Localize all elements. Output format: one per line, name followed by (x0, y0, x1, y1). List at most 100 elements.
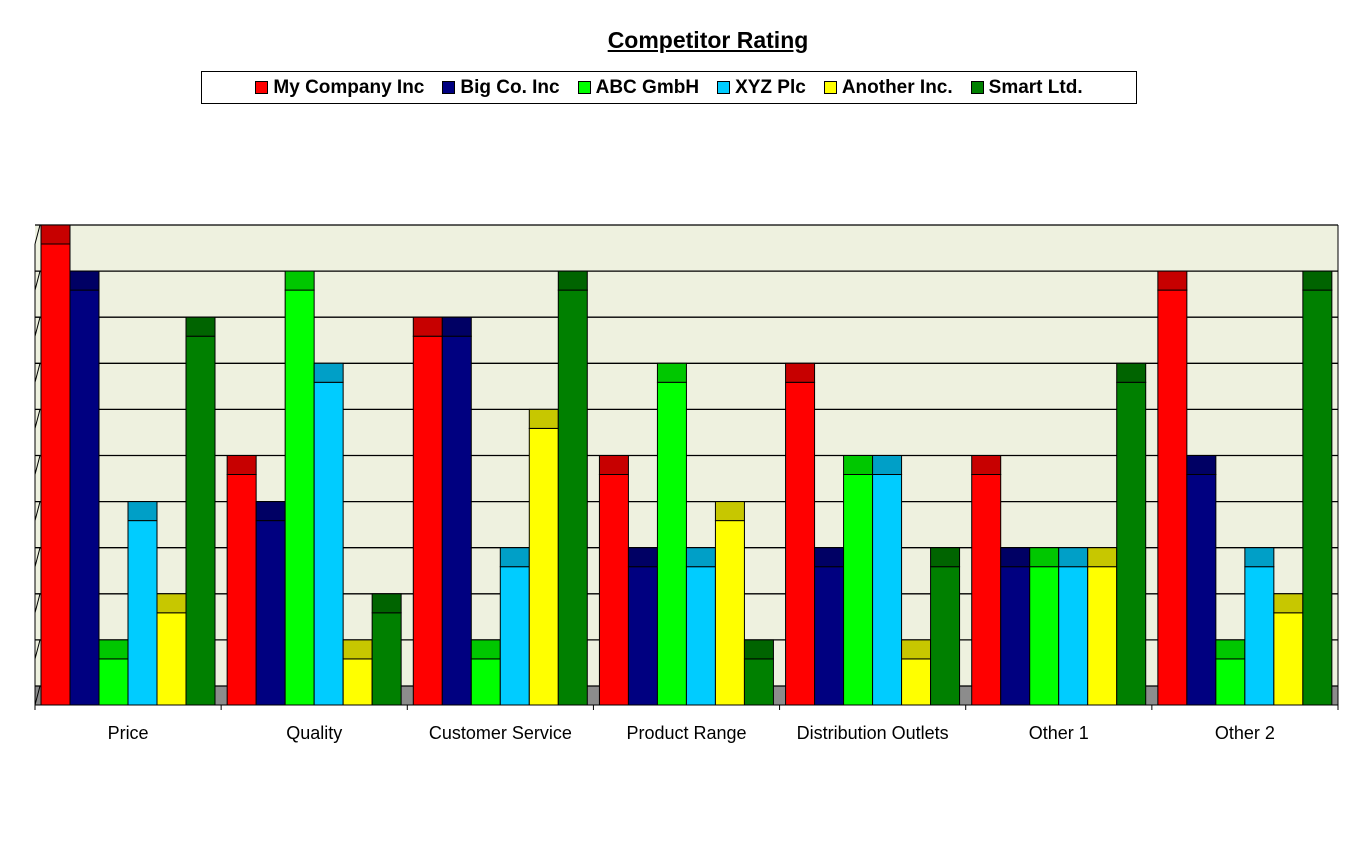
bar-body (1029, 566, 1060, 706)
legend-label-big-co: Big Co. Inc (460, 76, 560, 98)
legend-swatch-another (823, 81, 837, 94)
bar-top (1186, 455, 1217, 475)
bar-body (342, 658, 373, 706)
bar-top (557, 270, 588, 291)
bar-body (930, 566, 961, 706)
x-tick-label: Price (108, 723, 149, 743)
bar-top (901, 639, 932, 660)
bar-body (1273, 612, 1304, 706)
bar-body (371, 612, 402, 706)
gridline-side (34, 270, 41, 291)
bar-body (743, 658, 774, 706)
bar-body (284, 289, 315, 706)
legend-item-xyz: XYZ Plc (717, 77, 806, 99)
bar-body (441, 335, 472, 706)
gridline-side (34, 224, 41, 245)
bar-top (685, 547, 716, 568)
bar-top (872, 455, 903, 475)
bar-top (313, 362, 344, 383)
bar-body (412, 335, 443, 706)
bar-top (342, 639, 373, 660)
bar-body (598, 474, 629, 706)
bar-body (656, 381, 687, 706)
bar-top (1157, 270, 1188, 291)
bar-top (971, 455, 1002, 475)
bar-body (226, 474, 257, 706)
bar-top (284, 270, 315, 291)
bar-top (1273, 593, 1304, 614)
bar-body (1116, 381, 1147, 706)
bar-top (69, 270, 100, 291)
bar-top (814, 547, 845, 568)
bar-body (814, 566, 845, 706)
gridline-side (34, 455, 41, 475)
x-tick-label: Quality (286, 723, 342, 743)
bar-top (1058, 547, 1089, 568)
bar-body (901, 658, 932, 706)
bar-body (156, 612, 187, 706)
bar-top (743, 639, 774, 660)
bar-top (185, 316, 216, 337)
bar-body (127, 520, 158, 706)
legend-swatch-smart (970, 81, 984, 94)
bar-top (1087, 547, 1118, 568)
bar-top (1000, 547, 1031, 568)
bar-body (1302, 289, 1333, 706)
x-tick-label: Other 1 (1029, 723, 1089, 743)
legend-label-smart: Smart Ltd. (988, 76, 1083, 98)
bar-top (40, 224, 71, 245)
bar-top (371, 593, 402, 614)
legend-swatch-xyz (717, 81, 731, 94)
bar-body (843, 474, 874, 706)
bar-body (528, 427, 559, 706)
bar-body (1058, 566, 1089, 706)
legend-swatch-abc (577, 81, 591, 94)
bar-top (470, 639, 501, 660)
bar-body (685, 566, 716, 706)
bar-body (255, 520, 286, 706)
bar-body (1157, 289, 1188, 706)
bar-top (627, 547, 658, 568)
legend-item-another: Another Inc. (823, 77, 953, 99)
bar-body (557, 289, 588, 706)
gridline-side (34, 593, 41, 613)
legend-item-big-co: Big Co. Inc (442, 76, 560, 99)
bar-top (1302, 270, 1333, 291)
bar-top (127, 501, 158, 522)
bar-body (714, 520, 745, 706)
bar-body (1087, 566, 1118, 706)
bar-top (1116, 362, 1147, 383)
bar-body (69, 289, 100, 706)
gridline-side (34, 547, 41, 567)
bar-body (499, 566, 530, 706)
gridline-side (34, 363, 41, 383)
bar-body (1186, 474, 1217, 706)
chart-title: Competitor Rating (607, 27, 809, 53)
legend-label-abc: ABC GmbH (595, 76, 700, 98)
bar-top (930, 547, 961, 568)
bar-body (40, 243, 71, 706)
bar-body (470, 658, 501, 706)
bar-top (1215, 639, 1246, 660)
bar-top (1029, 547, 1060, 568)
bar-top (255, 501, 286, 522)
legend-label-xyz: XYZ Plc (735, 76, 806, 98)
gridline-side (34, 685, 41, 706)
legend-item-smart: Smart Ltd. (970, 76, 1083, 99)
bar-top (412, 316, 443, 337)
bar-top (714, 501, 745, 522)
legend-item-abc: ABC GmbH (577, 76, 700, 99)
bar-top (156, 593, 187, 614)
legend-swatch-big-co (442, 81, 456, 94)
gridline-side (34, 409, 41, 429)
bar-top (598, 455, 629, 475)
x-tick-label: Distribution Outlets (797, 723, 949, 743)
x-tick-label: Customer Service (429, 723, 572, 743)
bar-top (843, 455, 874, 475)
bar-top (528, 408, 559, 429)
legend-label-my-company: My Company Inc (273, 76, 425, 98)
gridline-side (34, 317, 41, 337)
bar-top (226, 455, 257, 475)
x-tick-label: Other 2 (1215, 723, 1275, 743)
